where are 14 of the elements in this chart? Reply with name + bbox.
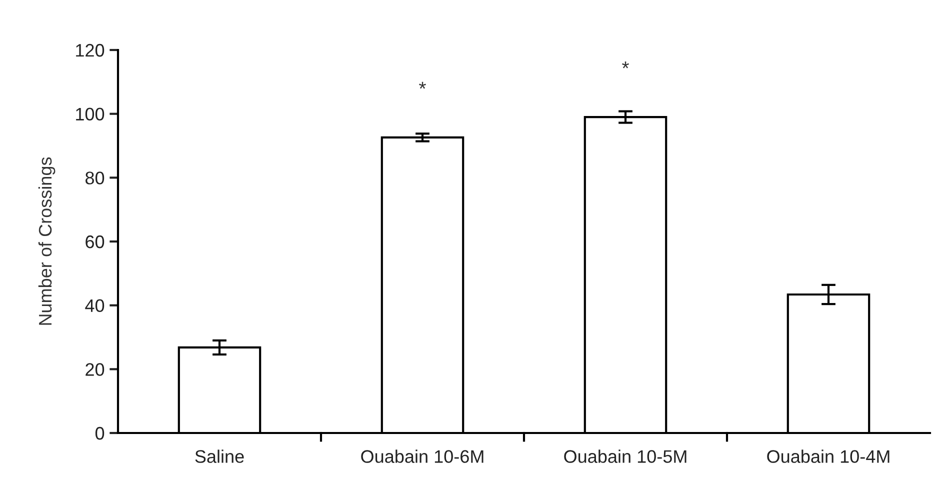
annotation: * [419,82,426,89]
y-tick-label: 0 [95,426,104,440]
x-tick-label: Ouabain 10-4M [767,450,890,463]
annotation: * [622,61,629,68]
y-tick-label: 100 [76,108,104,121]
x-tick-label: Ouabain 10-6M [361,450,484,463]
x-tick-label: Ouabain 10-5M [564,450,686,463]
y-tick-label: 20 [86,363,104,376]
y-tick-label: 120 [76,44,104,57]
y-axis-title: Number of Crossings [38,157,56,325]
x-tick-label: Saline [195,450,244,463]
y-tick-label: 80 [86,172,104,184]
y-tick-label: 60 [86,235,104,248]
y-tick-label: 40 [85,299,104,312]
